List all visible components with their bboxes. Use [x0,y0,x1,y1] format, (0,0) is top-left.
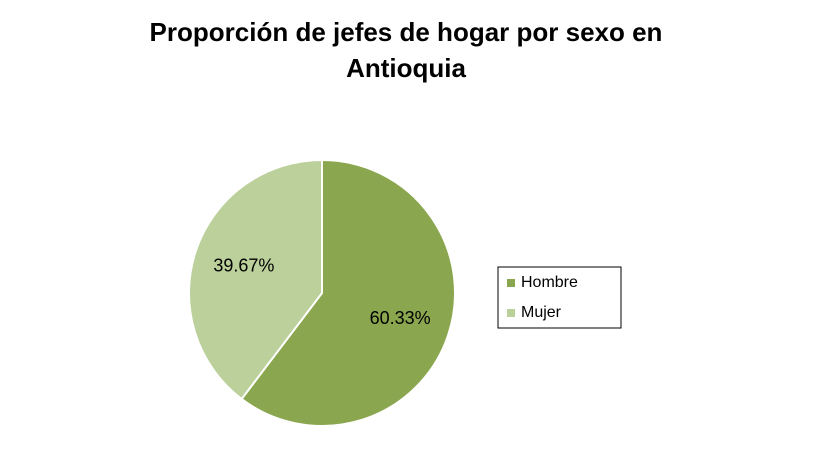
legend-swatch [507,279,515,287]
chart-title: Proporción de jefes de hogar por sexo en… [149,17,663,83]
legend-box [497,266,622,329]
pie-slice [188,158,323,401]
legend-label: Mujer [521,304,562,321]
pie-slice [240,158,456,427]
data-label: 60.33% [370,308,431,328]
legend-swatch [507,309,515,317]
data-label: 39.67% [213,255,274,275]
legend-label: Hombre [521,274,578,291]
